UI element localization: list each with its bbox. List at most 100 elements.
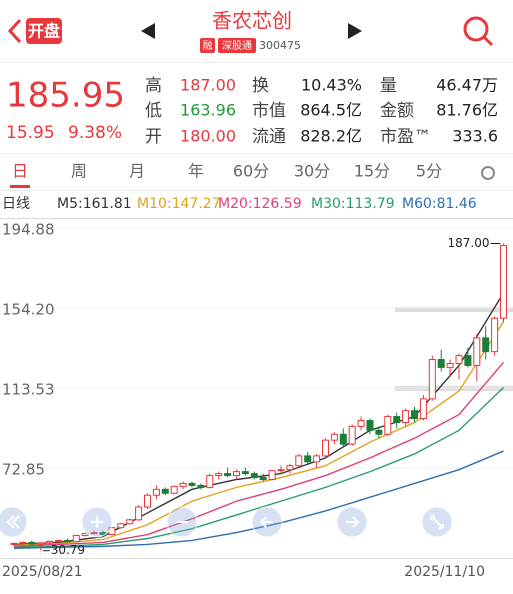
field-value: 180.00 (180, 127, 236, 146)
band (395, 307, 513, 312)
divider (0, 190, 513, 191)
candle-body (446, 362, 454, 368)
legend-entry: M5:161.81 (57, 196, 132, 212)
candle-body (268, 470, 276, 481)
settings-icon[interactable] (481, 166, 495, 180)
candle-body (330, 433, 338, 441)
back-arrow[interactable] (7, 18, 22, 44)
stock-name: 香农芯创 (212, 9, 292, 33)
control-icon[interactable] (259, 516, 273, 528)
legend-entry: M60:81.46 (402, 196, 477, 212)
field-value: 10.43% (301, 76, 362, 95)
tab[interactable]: 月 (129, 162, 145, 181)
control-icon[interactable] (430, 515, 444, 529)
divider (0, 153, 513, 154)
candle-body (393, 416, 401, 423)
chart-bottom (0, 558, 513, 559)
field-value: 187.00 (180, 76, 236, 95)
candle-body (295, 455, 303, 467)
legend-entry: M20:126.59 (218, 196, 302, 212)
candle-body (277, 469, 285, 472)
tab[interactable]: 周 (71, 162, 87, 181)
control-icon[interactable] (6, 515, 20, 529)
candle-body (366, 419, 374, 431)
candle-body (313, 455, 321, 463)
chart: 194.88 154.20 113.53 72.85 187.00 30.79 (0, 221, 513, 557)
candle-body (46, 540, 54, 544)
candle-body (126, 519, 134, 525)
candle-body (233, 471, 240, 477)
header-bg (0, 0, 513, 62)
candle-body (428, 359, 436, 400)
tab[interactable]: 15分 (354, 162, 390, 181)
control-icon[interactable] (346, 516, 360, 528)
tabs: 日 周 月 年 60分 30分 15分 5分 (10, 162, 442, 188)
candle-body (90, 532, 98, 535)
candle-body (348, 425, 356, 445)
candle-body (375, 429, 383, 435)
candle-body (197, 484, 205, 488)
candle-body (473, 337, 481, 366)
tab[interactable]: 30分 (294, 162, 330, 181)
tab[interactable]: 年 (188, 162, 204, 181)
next-arrow[interactable] (348, 23, 362, 39)
back-box[interactable] (26, 18, 62, 44)
tab-underline (10, 185, 30, 188)
period-label: 日线 (2, 196, 30, 212)
candle-body (402, 410, 410, 423)
field-label: 量 (380, 76, 397, 96)
candle-body (455, 355, 463, 364)
chart-top (0, 218, 513, 219)
candle-body (188, 482, 196, 486)
candle-body (161, 488, 169, 494)
prev-arrow[interactable] (141, 23, 155, 39)
candle-body (259, 477, 267, 481)
tab[interactable]: 5分 (416, 162, 442, 181)
candle-body (224, 473, 232, 477)
field-value: 81.76亿 (436, 101, 498, 120)
candle-body (384, 416, 392, 435)
field-value: 333.6 (452, 127, 498, 146)
date-end: 2025/11/10 (404, 564, 485, 580)
field-value: 864.5亿 (300, 101, 362, 120)
change-pct: 9.38% (68, 123, 122, 143)
candle-body (170, 485, 178, 494)
candle-body (19, 541, 27, 544)
price: 185.95 (6, 76, 125, 116)
field-label: 市盈™ (380, 127, 431, 147)
candle-body (437, 359, 445, 368)
field-label: 低 (145, 101, 162, 121)
search-icon[interactable] (463, 16, 489, 42)
ma-line (13, 386, 504, 549)
back-label[interactable]: 开盘 (28, 22, 60, 41)
candle-body (250, 473, 258, 479)
tab[interactable]: 日 (12, 162, 28, 181)
ma-line (13, 361, 505, 548)
badge-bg (218, 38, 256, 53)
control-icon[interactable] (91, 516, 103, 528)
field-label: 开 (145, 127, 162, 147)
stock-code: 300475 (259, 39, 301, 52)
candle-body (215, 473, 223, 477)
divider (0, 62, 513, 63)
candle-body (241, 471, 249, 475)
candle-body (179, 482, 187, 487)
field-value: 828.2亿 (300, 127, 362, 146)
y-tick-label: 194.88 (2, 221, 55, 239)
candle-body (322, 439, 329, 457)
candle-body (117, 523, 125, 529)
tab[interactable]: 60分 (233, 162, 269, 181)
candle-body (28, 541, 36, 545)
candle-body (357, 419, 365, 427)
min-label: 30.79 (51, 543, 85, 557)
candle-body (500, 245, 507, 319)
ma-line (13, 450, 504, 550)
candle-body (206, 475, 214, 488)
candle-body (304, 455, 312, 463)
candle-body (135, 506, 143, 521)
y-tick-label: 154.20 (2, 301, 55, 319)
badge: 融 (203, 40, 213, 52)
field-label: 金额 (380, 101, 414, 121)
search-handle[interactable] (482, 35, 494, 47)
